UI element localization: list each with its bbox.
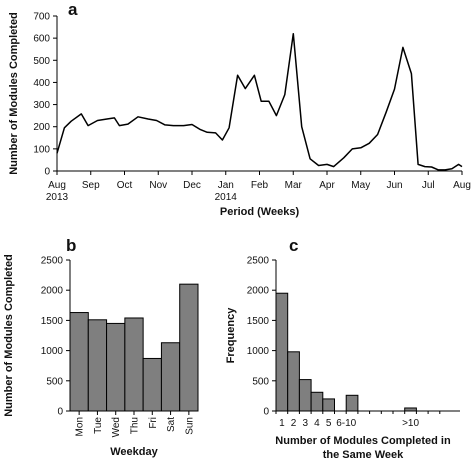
panel-label-c: c <box>289 236 298 255</box>
bar-b <box>124 317 144 412</box>
y-tick-label-a: 600 <box>33 34 50 45</box>
x-axis-title-c: Number of Modules Completed in <box>275 435 451 447</box>
y-tick-label-a: 100 <box>33 144 50 155</box>
x-tick-label-b: Fri <box>148 417 159 429</box>
panel-c: 0 500 1000 1500 2000 2500 c 1 2 3 4 5 6-10 >10 Number … <box>225 236 460 461</box>
y-tick-label-c: 1000 <box>247 346 270 357</box>
y-tick-label-b: 500 <box>46 376 63 387</box>
x-tick-label-c: 2 <box>291 418 297 429</box>
x-tick-label-a: May <box>351 180 370 191</box>
y-tick-label-a: 400 <box>33 78 50 89</box>
x-tick-label-c: 1 <box>279 418 285 429</box>
y-tick-label-b: 0 <box>57 407 63 418</box>
bar-b <box>142 357 162 412</box>
y-tick-label-a: 0 <box>44 167 50 178</box>
bar-b <box>106 322 126 412</box>
y-axis-title-c: Frequency <box>225 307 237 364</box>
x-tick-label-b: Wed <box>111 417 122 437</box>
y-tick-label-b: 1000 <box>41 346 64 357</box>
y-tick-label-a: 700 <box>33 12 50 23</box>
bar-b <box>179 283 199 412</box>
x-tick-label-a: Sep <box>82 180 100 191</box>
bar-c <box>310 391 324 412</box>
x-tick-label-c: >10 <box>402 418 419 429</box>
x-tick-label-a: Aug <box>453 180 471 191</box>
y-axis-title-b: Number of Modules Completed <box>3 254 15 417</box>
y-tick-label-c: 1500 <box>247 316 270 327</box>
y-tick-label-b: 2000 <box>41 286 64 297</box>
bar-b <box>69 312 89 412</box>
x-tick-label-a: Jan <box>218 180 234 191</box>
bar-c <box>275 292 289 412</box>
bar-c <box>287 351 300 412</box>
x-tick-label-b: Mon <box>75 417 86 436</box>
x-tick-label-a: Jul <box>422 180 435 191</box>
bar-c <box>404 407 417 412</box>
x-axis-title-c: the Same Week <box>323 449 404 461</box>
x-tick-label-b: Tue <box>93 417 104 434</box>
bar-c <box>298 379 312 412</box>
panel-label-a: a <box>68 0 78 19</box>
y-axis-title-a: Number of Modules Completed <box>8 12 20 175</box>
y-tick-label-c: 2000 <box>247 286 270 297</box>
y-tick-label-c: 2500 <box>247 256 270 267</box>
x-tick-label-a: Feb <box>251 180 269 191</box>
bar-b <box>87 319 108 412</box>
x-tick-label-a: Oct <box>117 180 133 191</box>
bar-c <box>345 394 359 412</box>
x-tick-label-a: Dec <box>183 180 201 191</box>
y-tick-label-c: 500 <box>252 376 269 387</box>
y-tick-label-b: 1500 <box>41 316 64 327</box>
x-tick-label-a: 2013 <box>46 192 69 203</box>
x-tick-label-c: 6-10 <box>336 418 356 429</box>
y-tick-label-a: 300 <box>33 100 50 111</box>
x-tick-label-c: 3 <box>302 418 308 429</box>
x-tick-label-b: Thu <box>130 417 141 434</box>
y-tick-label-b: 2500 <box>41 256 64 267</box>
x-tick-label-c: 5 <box>326 418 332 429</box>
x-tick-label-a: 2014 <box>215 192 238 203</box>
x-tick-label-a: Aug <box>48 180 66 191</box>
y-tick-label-c: 0 <box>263 407 269 418</box>
y-tick-label-a: 500 <box>33 56 50 67</box>
x-axis-title-a: Period (Weeks) <box>220 206 300 218</box>
x-tick-label-c: 4 <box>314 418 320 429</box>
x-tick-label-a: Apr <box>319 180 335 191</box>
x-tick-label-b: Sun <box>184 417 195 435</box>
bar-b <box>160 342 181 412</box>
x-tick-label-a: Nov <box>149 180 167 191</box>
x-axis-title-b: Weekday <box>110 446 158 458</box>
x-tick-label-b: Sat <box>166 417 177 432</box>
x-tick-label-a: Jun <box>386 180 402 191</box>
x-tick-label-a: Mar <box>285 180 303 191</box>
bar-c <box>322 398 335 412</box>
panel-label-b: b <box>66 236 76 255</box>
y-tick-label-a: 200 <box>33 122 50 133</box>
series-line-a <box>56 32 463 171</box>
